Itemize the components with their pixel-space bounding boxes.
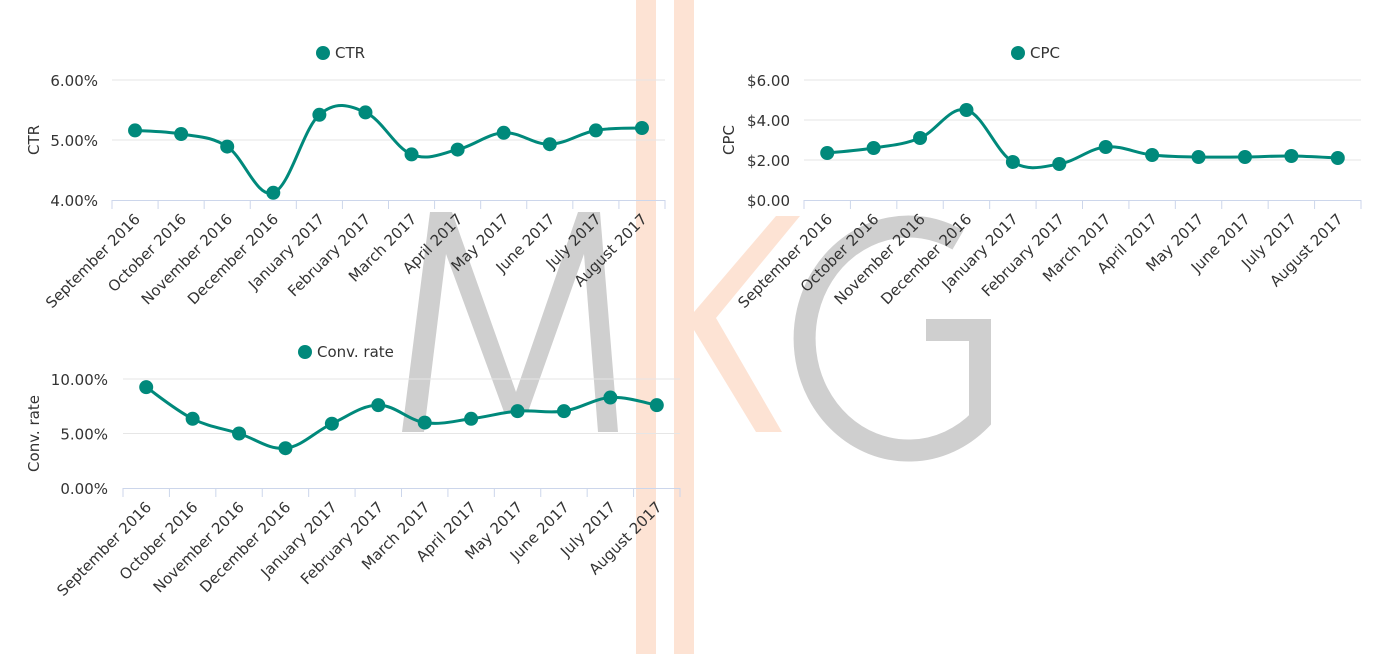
data-point[interactable]: February 2017: 1.8 <box>1052 157 1067 171</box>
legend-label: CPC <box>1030 44 1060 62</box>
y-axis-title: Conv. rate <box>25 395 43 472</box>
y-axis-title: CTR <box>25 125 43 155</box>
data-point[interactable]: August 2017: 2.1 <box>1330 151 1345 165</box>
y-tick-label: $2.00 <box>747 152 790 170</box>
data-point[interactable]: January 2017: 5.42 <box>312 107 327 122</box>
data-point[interactable]: August 2017: 5.2 <box>634 121 649 135</box>
y-tick-label: 5.00% <box>50 132 98 150</box>
data-point[interactable]: February 2017: 7.6 <box>371 398 386 413</box>
legend-item-ctr[interactable]: CTR <box>316 44 365 62</box>
y-tick-label: 4.00% <box>50 192 98 210</box>
x-tick-label: February 2017 <box>284 210 374 300</box>
legend-marker-icon <box>298 345 312 359</box>
data-point[interactable]: January 2017: 5.9 <box>324 416 339 431</box>
y-tick-label: 0.00% <box>60 480 108 498</box>
data-point[interactable]: April 2017: 4.84 <box>450 142 465 157</box>
data-point[interactable]: March 2017: 2.65 <box>1098 140 1113 154</box>
data-point[interactable]: October 2016: 5.1 <box>174 127 189 141</box>
data-point[interactable]: May 2017: 5.12 <box>496 125 511 140</box>
data-point[interactable]: September 2016: 5.16 <box>128 123 143 138</box>
y-tick-label: 10.00% <box>51 371 108 389</box>
data-point[interactable]: November 2016: 5 <box>232 426 247 441</box>
data-point[interactable]: April 2017: 2.25 <box>1145 148 1160 162</box>
x-tick-label: February 2017 <box>297 498 387 588</box>
series-line <box>145 385 658 450</box>
data-point[interactable]: June 2017: 7.05 <box>556 404 571 419</box>
x-tick-label: February 2017 <box>978 210 1068 300</box>
data-point[interactable]: April 2017: 6.35 <box>464 411 479 426</box>
y-tick-label: 5.00% <box>60 426 108 444</box>
data-point[interactable]: June 2017: 2.15 <box>1237 150 1252 164</box>
data-point[interactable]: September 2016: 9.25 <box>139 380 154 395</box>
y-tick-label: $6.00 <box>747 72 790 90</box>
data-point[interactable]: August 2017: 7.6 <box>649 398 664 413</box>
data-point[interactable]: May 2017: 2.15 <box>1191 150 1206 164</box>
data-point[interactable]: September 2016: 2.35 <box>820 146 835 160</box>
data-point[interactable]: January 2017: 1.9 <box>1005 155 1020 169</box>
series-line <box>134 104 643 195</box>
y-tick-label: 6.00% <box>50 72 98 90</box>
legend-item-conv[interactable]: Conv. rate <box>298 343 394 361</box>
legend-label: Conv. rate <box>317 343 394 361</box>
y-tick-label: $4.00 <box>747 112 790 130</box>
data-point[interactable]: March 2017: 6 <box>417 415 432 430</box>
y-tick-label: $0.00 <box>747 192 790 210</box>
data-point[interactable]: December 2016: 3.65 <box>278 441 293 456</box>
data-point[interactable]: December 2016: 4.5 <box>959 103 974 117</box>
data-point[interactable]: July 2017: 2.2 <box>1284 149 1299 163</box>
data-point[interactable]: July 2017: 5.16 <box>588 123 603 138</box>
data-point[interactable]: October 2016: 6.35 <box>185 411 200 426</box>
data-point[interactable]: June 2017: 4.93 <box>542 137 557 152</box>
data-point[interactable]: February 2017: 5.46 <box>358 105 373 120</box>
data-point[interactable]: November 2016: 4.89 <box>220 139 235 154</box>
data-point[interactable]: October 2016: 2.6 <box>866 141 881 155</box>
data-point[interactable]: November 2016: 3.1 <box>913 131 928 145</box>
data-point[interactable]: May 2017: 7.05 <box>510 404 525 419</box>
y-axis-title: CPC <box>720 125 738 155</box>
series-line <box>827 108 1338 170</box>
legend-marker-icon <box>1011 46 1025 60</box>
data-point[interactable]: December 2016: 4.12 <box>266 185 281 200</box>
data-point[interactable]: March 2017: 4.76 <box>404 147 419 162</box>
data-point[interactable]: July 2017: 8.3 <box>603 390 618 405</box>
legend-label: CTR <box>335 44 365 62</box>
legend-marker-icon <box>316 46 330 60</box>
legend-item-cpc[interactable]: CPC <box>1011 44 1060 62</box>
